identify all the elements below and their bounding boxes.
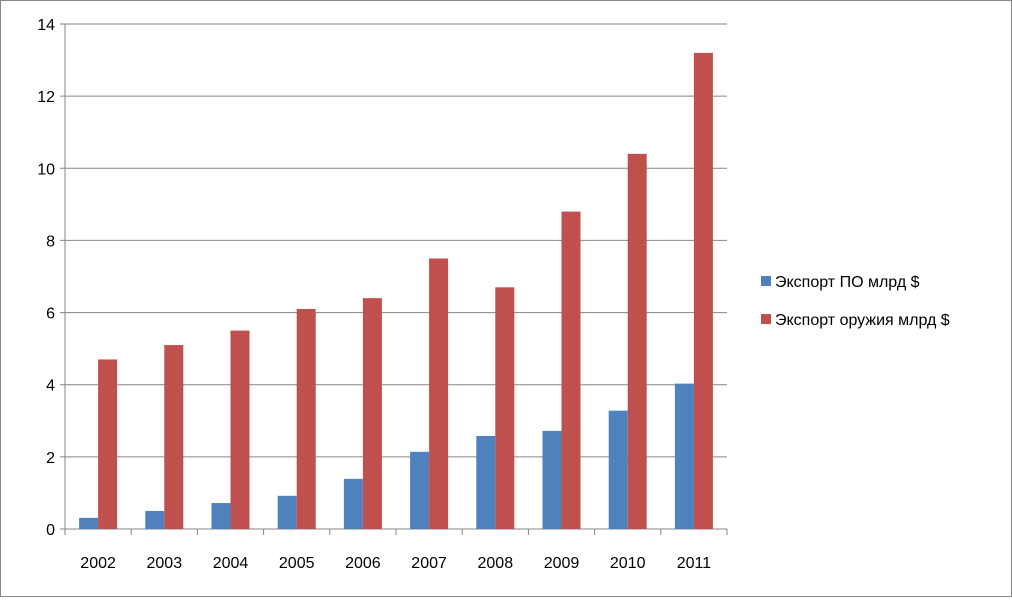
x-tick-label: 2010 (610, 555, 646, 572)
x-tick-label: 2006 (345, 555, 381, 572)
y-tick-label: 6 (46, 306, 55, 323)
bar-weapons-2010 (627, 153, 647, 529)
y-tick-label: 12 (37, 89, 55, 106)
bar-weapons-2003 (164, 345, 184, 529)
x-tick-label: 2007 (411, 555, 447, 572)
legend-label: Экспорт оружия млрд $ (775, 312, 950, 329)
bar-software-2002 (79, 517, 99, 529)
x-tick-label: 2011 (677, 555, 712, 572)
x-tick-label: 2008 (478, 555, 514, 572)
legend-label: Экспорт ПО млрд $ (775, 274, 920, 291)
bar-software-2003 (145, 510, 165, 529)
x-tick-label: 2004 (213, 555, 249, 572)
y-tick-label: 14 (37, 17, 55, 34)
bar-software-2007 (410, 451, 430, 529)
bar-software-2005 (277, 495, 297, 529)
bar-software-2009 (542, 430, 562, 529)
bar-software-2011 (674, 383, 694, 529)
legend-swatch (761, 314, 771, 324)
bar-weapons-2007 (429, 258, 449, 529)
legend-swatch (761, 276, 771, 286)
bar-weapons-2011 (693, 52, 713, 529)
bar-software-2008 (476, 435, 496, 529)
y-tick-label: 10 (37, 161, 55, 178)
bar-weapons-2009 (561, 211, 581, 530)
bar-weapons-2005 (296, 308, 316, 529)
x-tick-label: 2003 (147, 555, 183, 572)
y-tick-label: 2 (46, 450, 55, 467)
bar-software-2006 (343, 478, 363, 529)
bar-weapons-2002 (98, 359, 118, 529)
x-tick-label: 2005 (279, 555, 315, 572)
x-tick-label: 2009 (544, 555, 580, 572)
bar-weapons-2008 (495, 287, 515, 529)
x-tick-label: 2002 (80, 555, 116, 572)
bar-weapons-2006 (362, 298, 382, 529)
y-tick-label: 4 (46, 378, 55, 395)
bar-weapons-2004 (230, 330, 250, 529)
y-tick-label: 0 (46, 522, 55, 539)
y-tick-label: 8 (46, 233, 55, 250)
bar-software-2004 (211, 503, 231, 529)
bar-software-2010 (608, 410, 628, 529)
